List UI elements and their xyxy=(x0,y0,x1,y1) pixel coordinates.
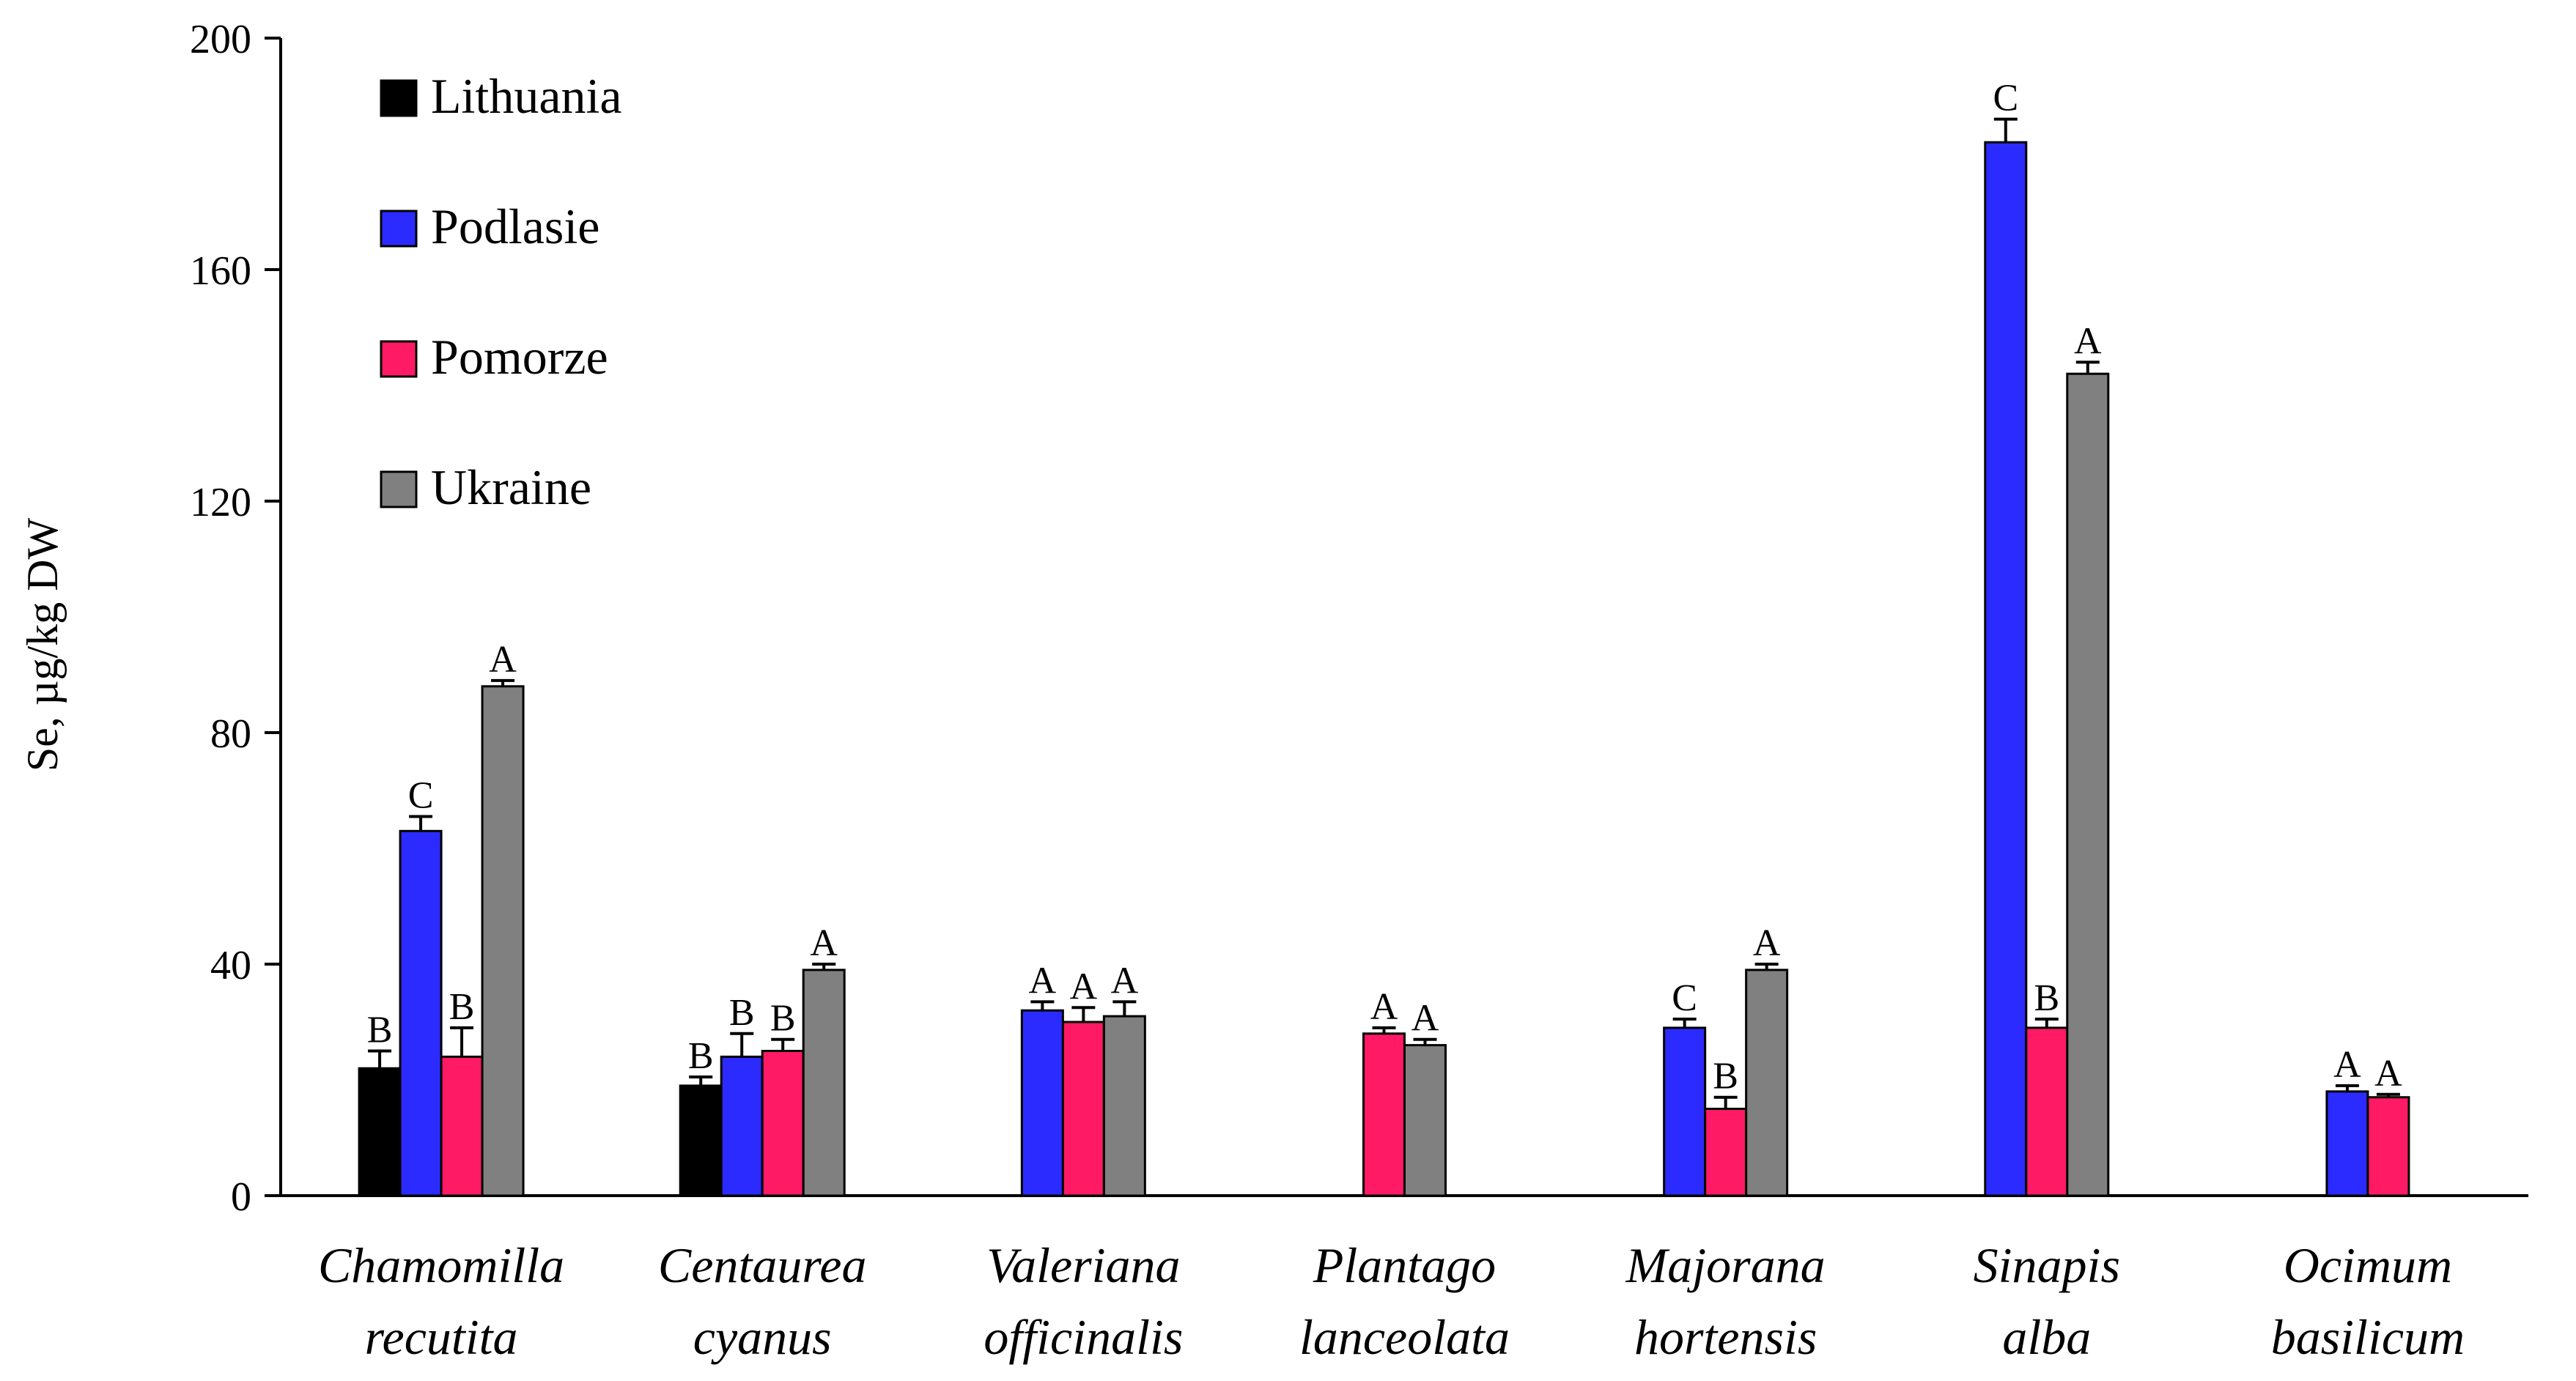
bar-pomorze-4 xyxy=(1704,1108,1748,1197)
bar-pomorze-3 xyxy=(1362,1032,1406,1197)
category-label: cyanus xyxy=(693,1309,832,1365)
significance-label: A xyxy=(489,639,517,681)
category-label: Majorana xyxy=(1625,1237,1826,1293)
significance-label: B xyxy=(449,986,475,1028)
y-tick-label: 0 xyxy=(231,1174,251,1220)
category-label: Centaurea xyxy=(658,1237,867,1293)
axes: 0 40 80 120 160 200 Se, µg/kg DW Chamomilla recu… xyxy=(18,17,2528,1365)
significance-label: B xyxy=(688,1035,714,1077)
bar-podlasie-5 xyxy=(1984,141,2028,1197)
significance-label: C xyxy=(408,775,434,817)
significance-label: C xyxy=(1993,78,2018,119)
y-axis-title: Se, µg/kg DW xyxy=(18,518,67,772)
category-label: Plantago xyxy=(1313,1237,1496,1293)
significance-label: A xyxy=(2333,1044,2361,1086)
bar-ukraine-1 xyxy=(802,969,846,1197)
legend-swatch-pomorze xyxy=(380,340,418,378)
category-label: alba xyxy=(2002,1309,2091,1365)
bar-pomorze-5 xyxy=(2025,1026,2069,1197)
bar-podlasie-6 xyxy=(2325,1090,2369,1197)
bar-ukraine-2 xyxy=(1102,1015,1146,1197)
bar-pomorze-6 xyxy=(2366,1096,2410,1197)
category-label: recutita xyxy=(365,1309,518,1365)
bar-pomorze-2 xyxy=(1061,1021,1105,1197)
category-label: Ocimum xyxy=(2284,1237,2452,1293)
bar-lithuania-1 xyxy=(679,1084,723,1197)
category-label: Sinapis xyxy=(1974,1237,2120,1293)
category-label: lanceolata xyxy=(1299,1309,1510,1365)
significance-label: C xyxy=(1672,977,1697,1019)
bar-ukraine-5 xyxy=(2066,372,2110,1197)
significance-label: B xyxy=(1713,1056,1738,1097)
bar-pomorze-1 xyxy=(761,1050,805,1197)
category-label: Chamomilla xyxy=(318,1237,564,1293)
legend-label-pomorze: Pomorze xyxy=(431,329,608,385)
bar-podlasie-2 xyxy=(1020,1009,1064,1197)
category-label: hortensis xyxy=(1634,1309,1817,1365)
significance-label: A xyxy=(810,922,838,964)
legend-swatch-ukraine xyxy=(380,470,418,508)
legend-swatch-lithuania xyxy=(380,79,418,117)
significance-label: A xyxy=(1753,922,1781,964)
significance-label: B xyxy=(770,998,796,1040)
significance-label: A xyxy=(1070,966,1098,1007)
bar-lithuania-0 xyxy=(358,1067,402,1197)
significance-label: A xyxy=(1370,986,1398,1028)
bar-ukraine-0 xyxy=(481,685,525,1197)
y-tick-label: 160 xyxy=(190,248,251,294)
legend-label-ukraine: Ukraine xyxy=(431,459,591,515)
significance-label: A xyxy=(2374,1053,2402,1095)
significance-label: A xyxy=(1111,960,1139,1001)
legend-label-podlasie: Podlasie xyxy=(431,199,599,254)
significance-label: B xyxy=(367,1010,393,1051)
significance-label: A xyxy=(2074,320,2102,362)
significance-label: B xyxy=(729,992,755,1034)
bar-podlasie-0 xyxy=(399,829,443,1197)
legend-label-lithuania: Lithuania xyxy=(431,68,622,124)
significance-label: A xyxy=(1029,960,1057,1001)
y-tick-label: 40 xyxy=(210,943,251,988)
category-label: Valeriana xyxy=(986,1237,1180,1293)
bar-ukraine-3 xyxy=(1403,1044,1447,1197)
bar-podlasie-1 xyxy=(720,1055,764,1197)
y-tick-label: 80 xyxy=(210,711,251,757)
y-tick-label: 120 xyxy=(190,480,251,525)
y-tick-label: 200 xyxy=(190,17,251,62)
category-label: officinalis xyxy=(983,1309,1183,1365)
bar-podlasie-4 xyxy=(1663,1026,1707,1197)
bar-pomorze-0 xyxy=(440,1055,484,1197)
legend: Lithuania Podlasie Pomorze Ukraine xyxy=(380,68,622,515)
category-label: basilicum xyxy=(2271,1309,2465,1365)
bar-ukraine-4 xyxy=(1745,969,1789,1197)
significance-label: B xyxy=(2034,977,2059,1019)
significance-label: A xyxy=(1411,998,1439,1040)
legend-swatch-podlasie xyxy=(380,210,418,248)
